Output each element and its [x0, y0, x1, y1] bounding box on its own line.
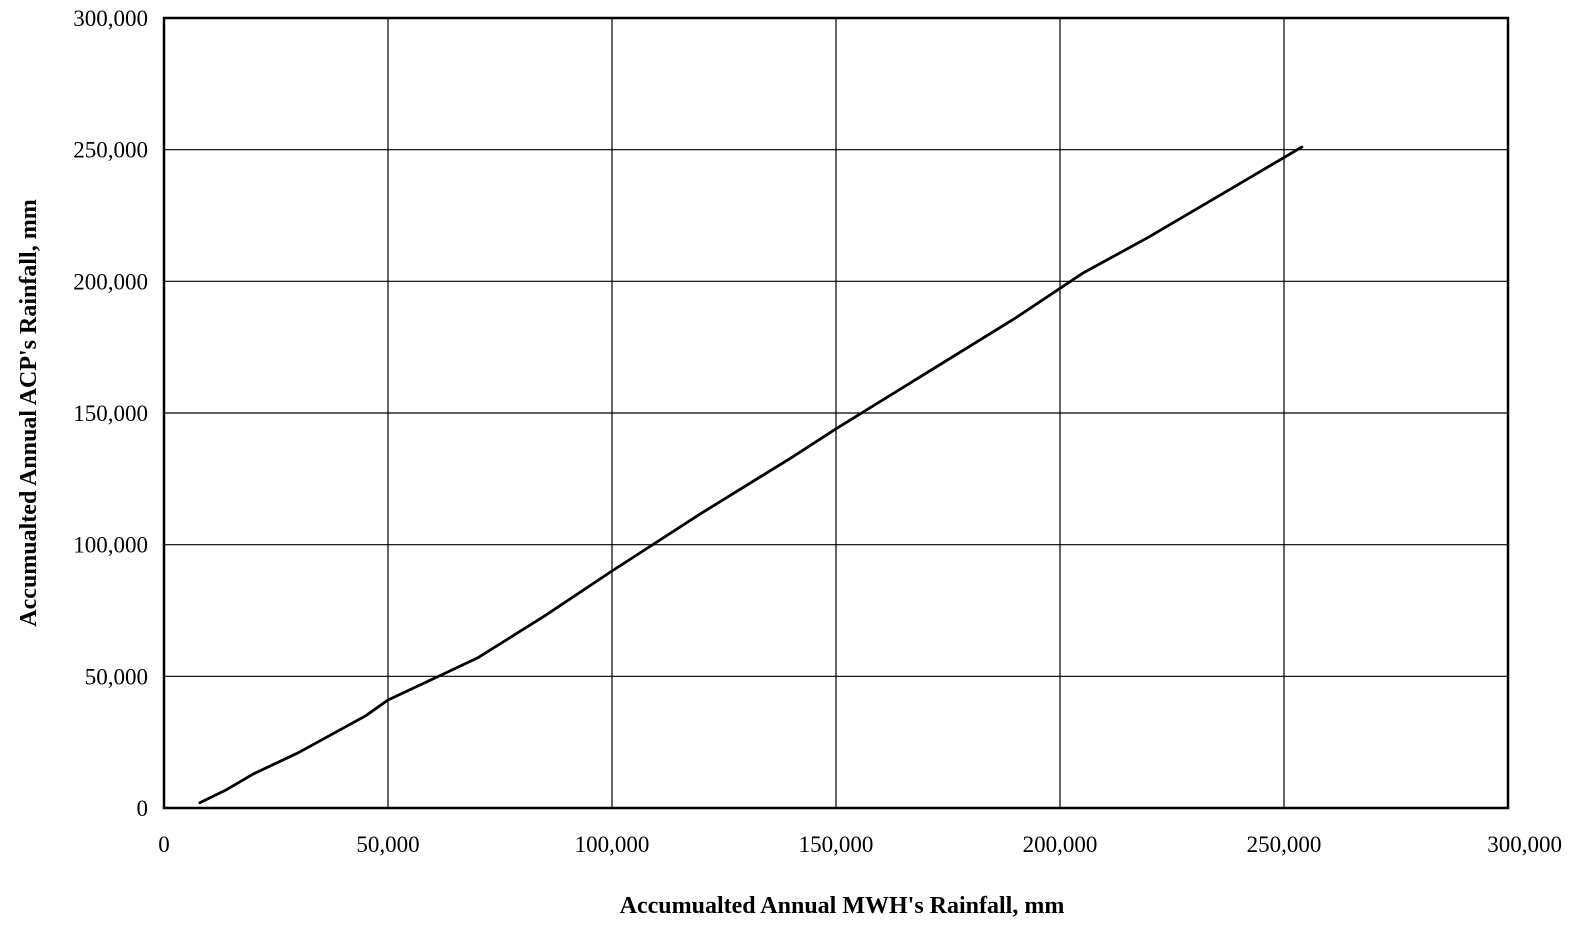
x-tick-label: 0	[158, 832, 170, 857]
x-tick-label: 100,000	[575, 832, 650, 857]
y-tick-label: 300,000	[73, 6, 148, 31]
x-tick-label: 50,000	[356, 832, 419, 857]
series-layer	[200, 147, 1302, 803]
y-tick-label: 200,000	[73, 269, 148, 294]
grid-layer	[164, 18, 1508, 808]
y-tick-label: 50,000	[85, 664, 148, 689]
y-tick-label: 100,000	[73, 533, 148, 558]
x-axis-title: Accumualted Annual MWH's Rainfall, mm	[620, 893, 1065, 919]
y-axis-ticks: 0 50,000 100,000 150,000 200,000 250,000 300,0…	[73, 6, 148, 821]
y-tick-label: 0	[137, 796, 149, 821]
x-tick-label: 250,000	[1247, 832, 1322, 857]
x-tick-label: 300,000	[1487, 832, 1562, 857]
y-tick-label: 150,000	[73, 401, 148, 426]
x-axis-ticks: 0 50,000 100,000 150,000 200,000 250,000 300,0…	[158, 832, 1562, 857]
x-tick-label: 200,000	[1023, 832, 1098, 857]
x-tick-label: 150,000	[799, 832, 874, 857]
series-line	[200, 147, 1302, 803]
y-tick-label: 250,000	[73, 138, 148, 163]
y-axis-title: Accumualted Annual ACP's Rainfall, mm	[16, 199, 42, 626]
